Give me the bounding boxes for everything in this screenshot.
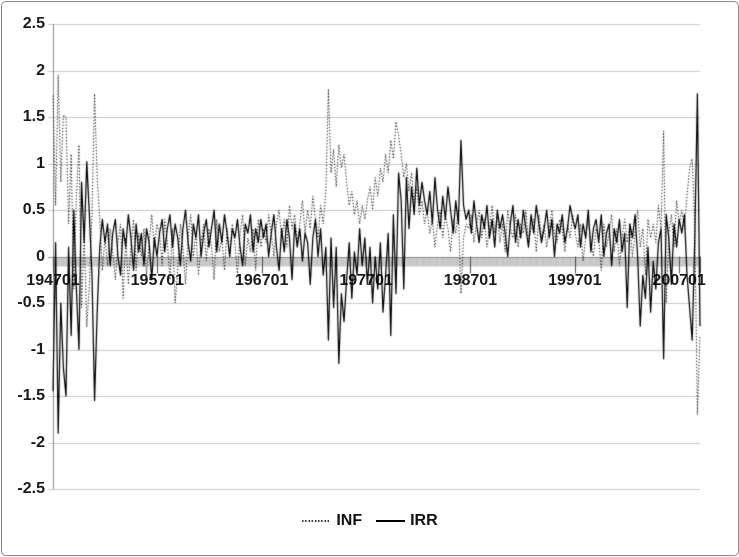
legend-item-irr: IRR [376,512,438,530]
inf-dotted-line-sample-icon [302,520,332,522]
legend-label-irr: IRR [410,512,438,529]
chart-legend: INF IRR [2,508,738,534]
irr-solid-line-sample-icon [376,520,406,522]
legend-item-inf: INF [302,512,362,530]
legend-label-inf: INF [336,512,363,529]
